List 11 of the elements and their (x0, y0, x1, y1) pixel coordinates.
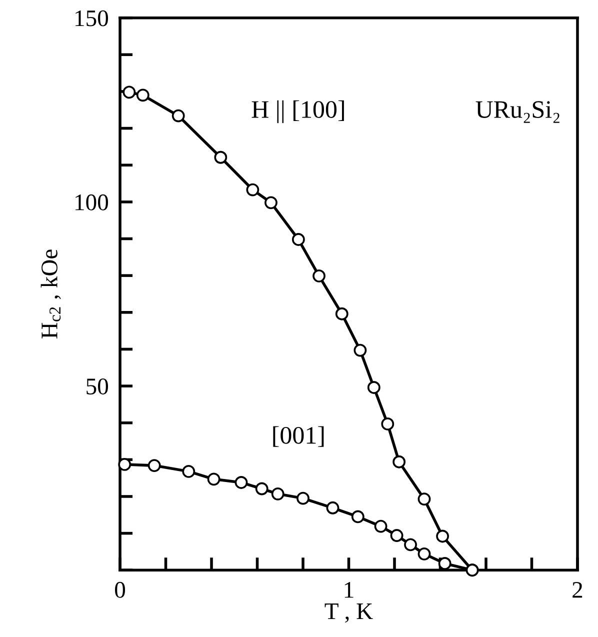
y-axis-title: H$_{c2}$ , kOe (40, 250, 61, 339)
x-tick-label: 0 (115, 582, 126, 598)
x-tick-label: 2 (572, 582, 582, 598)
annotation: H || [100] (252, 100, 344, 124)
x-tick-label: 1 (344, 582, 354, 598)
y-tick-label: 100 (76, 194, 108, 210)
y-tick-label: 50 (86, 378, 108, 394)
x-axis-title: T , K (324, 604, 373, 623)
annotation: URu₂Si₂ (476, 101, 560, 123)
y-tick-label: 150 (76, 10, 108, 26)
annotation: [001] (273, 426, 324, 447)
